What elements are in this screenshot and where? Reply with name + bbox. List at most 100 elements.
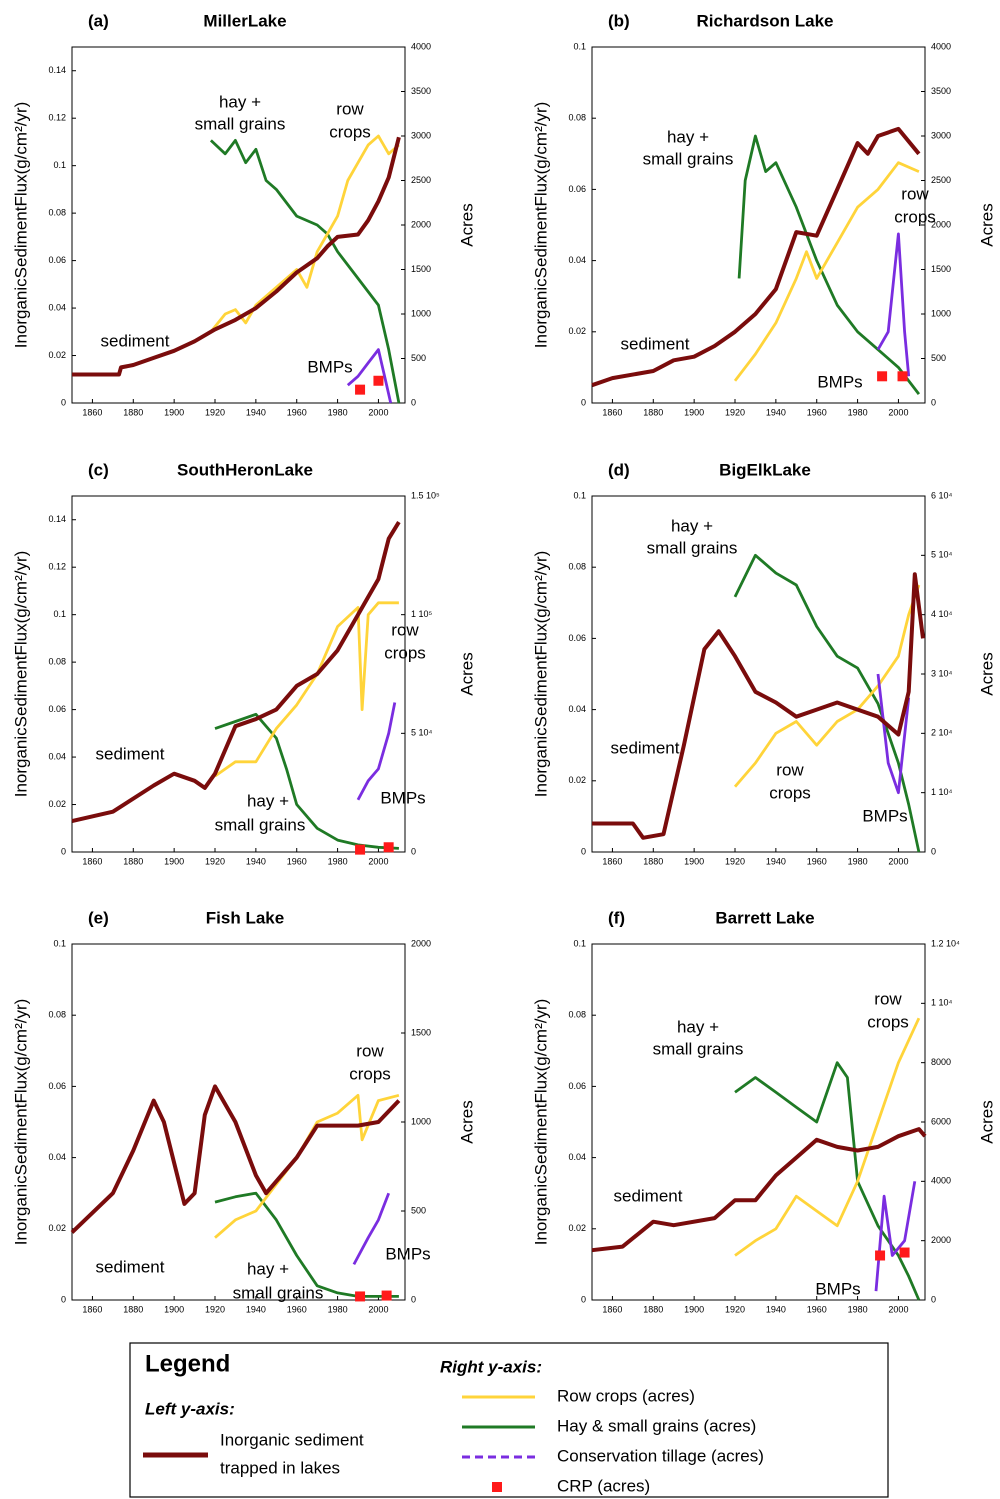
y2-tick-label: 0 [931,846,936,856]
y-tick-label: 0.08 [48,208,66,218]
annotation: row [356,1041,384,1060]
y2-tick-label: 2000 [411,938,431,948]
y2-tick-label: 1500 [411,264,431,274]
y2-axis-label: Acres [457,203,476,246]
y-tick-label: 0.14 [48,65,66,75]
annotation: row [776,760,804,779]
acreage-line [214,1093,400,1239]
y-tick-label: 0.04 [568,1152,586,1162]
annotation: crops [769,783,811,802]
y-tick-label: 0.08 [48,657,66,667]
y-tick-label: 0.02 [568,326,586,336]
x-tick-label: 2000 [368,407,388,417]
y2-tick-label: 1500 [411,1027,431,1037]
y2-tick-label: 1 10⁴ [931,998,953,1008]
annotation: crops [867,1012,909,1031]
y2-tick-label: 6000 [931,1116,951,1126]
annotation: crops [384,643,426,662]
y-tick-label: 0.04 [568,704,586,714]
y2-tick-label: 1000 [411,1116,431,1126]
chart-title: Richardson Lake [697,11,834,30]
y-tick-label: 0.14 [48,514,66,524]
annotation: sediment [621,334,690,353]
x-tick-label: 1980 [328,1304,348,1314]
y-axis-label: InorganicSedimentFlux(g/cm²/yr) [11,102,30,349]
y-tick-label: 0.04 [48,1152,66,1162]
acreage-line [214,1191,399,1298]
annotation: hay + [667,127,709,146]
y2-tick-label: 3000 [931,130,951,140]
x-tick-label: 1980 [848,856,868,866]
y-tick-label: 0.08 [48,1010,66,1020]
x-tick-label: 1900 [164,407,184,417]
y-axis-label: InorganicSedimentFlux(g/cm²/yr) [11,551,30,798]
y2-tick-label: 4000 [931,1176,951,1186]
annotation: BMPs [307,357,352,376]
x-tick-label: 2000 [368,1304,388,1314]
annotation: crops [329,122,371,141]
annotation: sediment [614,1186,683,1205]
acreage-line [214,601,399,778]
plot-frame [71,495,406,853]
panel: (a) MillerLake 1860 1880 1900 1920 1940 1960 198… [11,11,476,417]
y-tick-label: 0.06 [568,633,586,643]
y2-tick-label: 3500 [931,86,951,96]
y2-tick-label: 2500 [931,175,951,185]
legend-heading: Left y-axis: [145,1399,235,1418]
y-tick-label: 0.08 [568,562,586,572]
sediment-line [592,572,925,840]
annotation: small grains [647,538,738,557]
x-tick-label: 1900 [684,856,704,866]
annotation: hay + [247,791,289,810]
annotation: small grains [653,1039,744,1058]
y-tick-label: 0.1 [573,938,586,948]
y2-tick-label: 500 [411,1205,426,1215]
x-tick-label: 1860 [82,856,102,866]
chart-title: SouthHeronLake [177,460,313,479]
y2-tick-label: 2000 [931,1235,951,1245]
y-axis-label: InorganicSedimentFlux(g/cm²/yr) [531,551,550,798]
y-axis-label: InorganicSedimentFlux(g/cm²/yr) [531,999,550,1246]
x-tick-label: 1920 [205,856,225,866]
annotation: crops [894,207,936,226]
acreage-line [737,134,921,395]
x-tick-label: 1920 [725,1304,745,1314]
annotation: row [874,989,902,1008]
x-tick-label: 1960 [807,856,827,866]
sediment-line [72,136,401,377]
sediment-line [71,521,401,824]
acreage-line [352,1192,391,1266]
legend-label: CRP (acres) [557,1476,650,1495]
x-tick-label: 1880 [123,856,143,866]
y2-tick-label: 6 10⁴ [931,490,953,500]
y2-tick-label: 4000 [931,41,951,51]
x-tick-label: 1940 [766,407,786,417]
x-tick-label: 1860 [602,856,622,866]
y2-axis-label: Acres [457,652,476,695]
y2-tick-label: 500 [411,353,426,363]
annotation: hay + [677,1017,719,1036]
annotation: BMPs [862,806,907,825]
x-tick-label: 1960 [287,1304,307,1314]
crp-marker [355,384,366,395]
x-tick-label: 1880 [643,407,663,417]
x-tick-label: 1880 [643,856,663,866]
crp-marker [381,1290,392,1301]
y-tick-label: 0 [581,846,586,856]
y2-axis-label: Acres [977,652,996,695]
y-tick-label: 0.1 [53,609,66,619]
y2-tick-label: 3 10⁴ [931,668,953,678]
annotation: BMPs [815,1279,860,1298]
y2-tick-label: 4000 [411,41,431,51]
crp-marker [877,371,888,382]
crp-marker [373,375,384,386]
y2-tick-label: 3500 [411,86,431,96]
crp-marker [899,1247,910,1258]
x-tick-label: 1860 [82,1304,102,1314]
crp-marker [875,1250,886,1261]
panel-label: (a) [88,11,109,30]
x-tick-label: 1860 [82,407,102,417]
annotation: small grains [215,815,306,834]
y2-tick-label: 1000 [931,308,951,318]
